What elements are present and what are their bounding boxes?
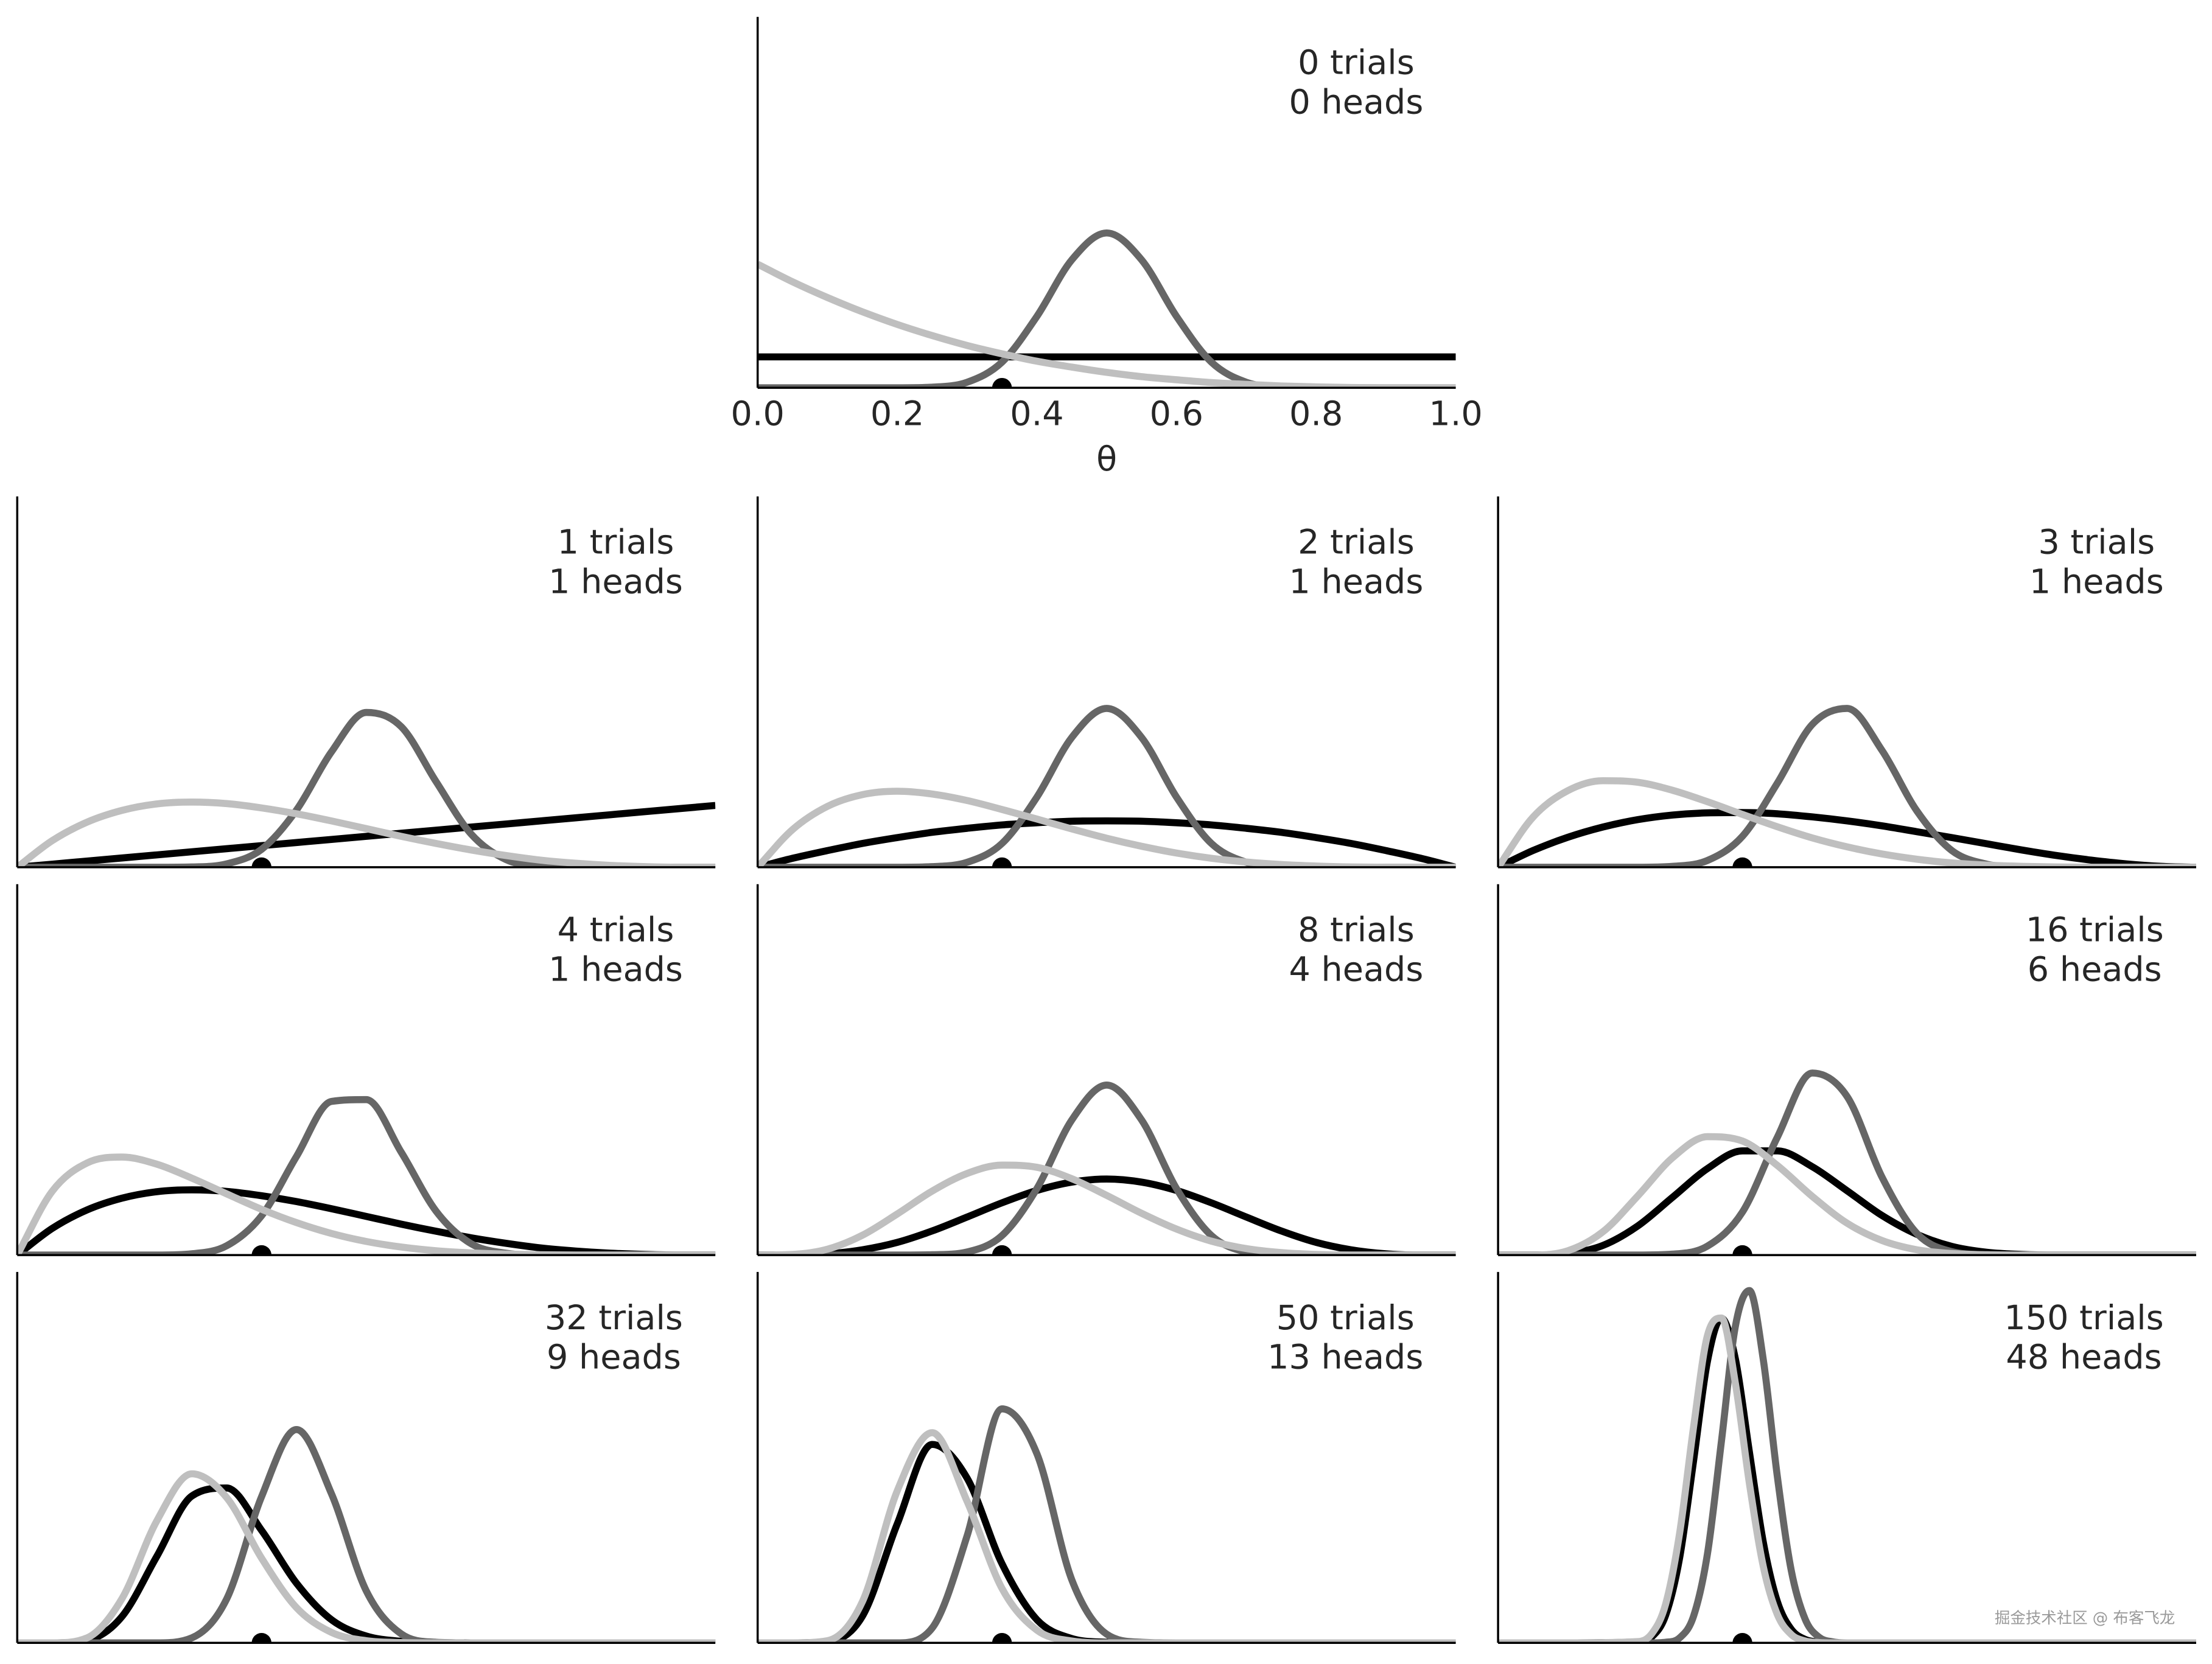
x-axis-label: θ xyxy=(1096,439,1117,479)
panel-annotation: 32 trials xyxy=(545,1298,683,1338)
density-line xyxy=(1498,1314,2197,1643)
x-tick-label: 0.2 xyxy=(870,394,924,434)
panel-annotation: 50 trials xyxy=(1276,1298,1415,1338)
x-tick-label: 1.0 xyxy=(1429,394,1482,434)
density-line xyxy=(17,798,716,867)
density-line xyxy=(757,1082,1456,1256)
true-theta-marker xyxy=(992,857,1012,867)
plot-area xyxy=(757,705,1456,867)
true-theta-marker xyxy=(992,377,1012,388)
density-line xyxy=(17,1484,716,1643)
density-line xyxy=(17,1470,716,1643)
true-theta-marker xyxy=(1732,1633,1752,1643)
panel-annotation: 1 heads xyxy=(548,950,683,990)
panel-annotation: 16 trials xyxy=(2026,911,2164,950)
density-line xyxy=(17,802,716,867)
panel-annotation: 1 heads xyxy=(548,562,683,601)
density-line xyxy=(1498,809,2197,867)
density-line xyxy=(1498,1069,2197,1256)
density-line xyxy=(757,1175,1456,1256)
panel-annotation: 8 trials xyxy=(1298,911,1415,950)
density-line xyxy=(757,1441,1456,1643)
x-tick-label: 0.6 xyxy=(1150,394,1203,434)
density-line xyxy=(17,1153,716,1256)
panel-annotation: 1 heads xyxy=(2029,562,2164,601)
plot-area xyxy=(757,1405,1456,1643)
panel-annotation: 1 heads xyxy=(1289,562,1424,601)
true-theta-marker xyxy=(992,1633,1012,1643)
panel-annotation: 4 heads xyxy=(1289,950,1424,990)
panel-annotation: 0 trials xyxy=(1298,43,1415,83)
panel-annotation: 48 heads xyxy=(2006,1338,2161,1377)
density-line xyxy=(1498,705,2197,867)
density-line xyxy=(1498,1133,2197,1256)
true-theta-marker xyxy=(251,857,271,867)
density-line xyxy=(17,1186,716,1256)
plot-area xyxy=(17,1096,716,1256)
density-line xyxy=(757,817,1456,867)
x-tick-label: 0.0 xyxy=(731,394,785,434)
plot-area xyxy=(17,708,716,867)
panel-annotation: 2 trials xyxy=(1298,522,1415,562)
panel-annotation: 0 heads xyxy=(1289,83,1424,122)
panel-annotation: 1 trials xyxy=(558,522,674,562)
density-line xyxy=(757,260,1456,388)
x-tick-label: 0.8 xyxy=(1289,394,1343,434)
density-line xyxy=(757,705,1456,867)
density-line xyxy=(17,1096,716,1256)
density-line xyxy=(757,1405,1456,1643)
plot-area xyxy=(757,1082,1456,1256)
panel-annotation: 13 heads xyxy=(1267,1338,1423,1377)
density-line xyxy=(17,708,716,867)
true-theta-marker xyxy=(251,1633,271,1643)
plot-area xyxy=(17,1426,716,1643)
x-tick-label: 0.4 xyxy=(1010,394,1063,434)
true-theta-marker xyxy=(1732,857,1752,867)
true-theta-marker xyxy=(1732,1245,1752,1256)
panel-annotation: 150 trials xyxy=(2004,1298,2163,1338)
watermark: 掘金技术社区 @ 布客飞龙 xyxy=(1995,1609,2175,1627)
density-line xyxy=(1498,1147,2197,1256)
panel-annotation: 6 heads xyxy=(2028,950,2162,990)
density-line xyxy=(757,229,1456,388)
panel-annotation: 4 trials xyxy=(558,911,674,950)
true-theta-marker xyxy=(992,1245,1012,1256)
density-line xyxy=(17,1426,716,1643)
density-line xyxy=(757,1429,1456,1643)
plot-area xyxy=(1498,1069,2197,1256)
panel-annotation: 3 trials xyxy=(2038,522,2155,562)
true-theta-marker xyxy=(251,1245,271,1256)
panel-annotation: 9 heads xyxy=(547,1338,681,1377)
plot-area xyxy=(1498,705,2197,867)
plot-area xyxy=(757,229,1456,388)
density-line xyxy=(757,788,1456,867)
